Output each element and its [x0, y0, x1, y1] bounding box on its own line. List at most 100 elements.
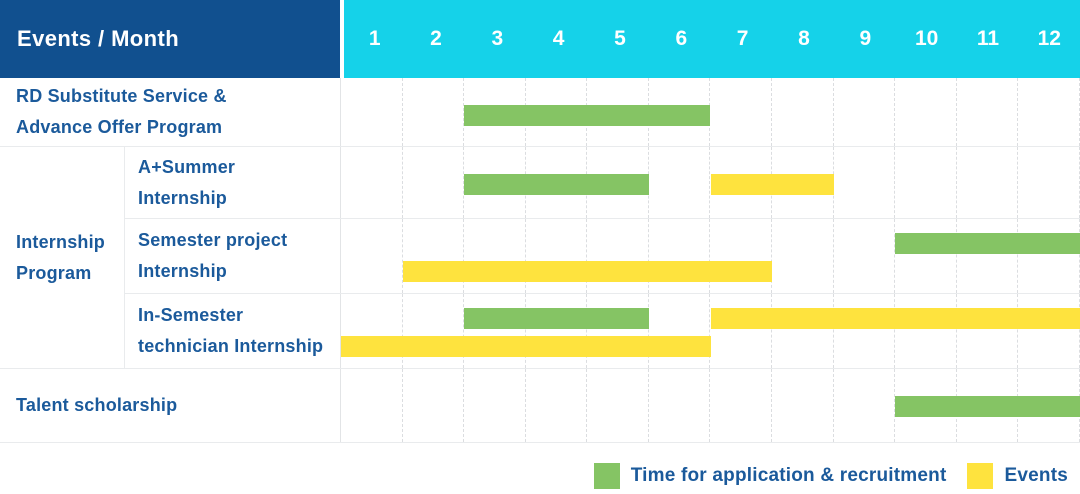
grid-cell [772, 78, 834, 146]
row-grid [340, 369, 1080, 442]
grid-cell [834, 219, 896, 293]
grid-cell [895, 78, 957, 146]
row-label: Talent scholarship [0, 369, 340, 442]
grid-cell [710, 219, 773, 293]
grid-cell [834, 294, 896, 368]
grid-cell [1018, 78, 1080, 146]
grid-cell [341, 369, 403, 442]
row-label-line: Internship [138, 261, 228, 281]
internship-program-group: Internship Program A+Summer Internship S… [0, 147, 1080, 369]
grid-cell [341, 78, 403, 146]
grid-cell [957, 147, 1019, 218]
row-label-line: Talent scholarship [16, 395, 178, 415]
table-row-rd-substitute: RD Substitute Service & Advance Offer Pr… [0, 78, 1080, 147]
row-label-line: A+Summer [138, 156, 236, 177]
legend-swatch-yellow [967, 463, 994, 489]
row-label-line: Advance Offer Program [16, 117, 223, 137]
month-header-cell: 12 [1037, 27, 1061, 50]
group-label-line: Program [16, 262, 92, 283]
grid-cell [341, 294, 403, 368]
row-label-line: technician Internship [138, 336, 324, 356]
grid-cell [772, 294, 834, 368]
grid-cell [587, 219, 649, 293]
row-grid [340, 294, 1080, 368]
table-row-talent-scholarship: Talent scholarship [0, 369, 1080, 443]
table-row-in-semester-technician: In-Semester technician Internship [124, 294, 1080, 368]
grid-cell [649, 294, 711, 368]
group-label: Internship Program [0, 147, 124, 368]
grid-cell [587, 369, 649, 442]
legend: Time for application & recruitment Event… [593, 463, 1068, 489]
legend-swatch-green [593, 463, 620, 489]
grid-cell [834, 78, 896, 146]
gantt-bar-green [895, 233, 1080, 254]
row-label-line: RD Substitute Service & [16, 86, 227, 106]
gantt-bar-green [464, 174, 649, 195]
month-header-cell: 7 [736, 27, 749, 50]
month-header-cell: 5 [614, 27, 626, 50]
grid-cell [1018, 147, 1080, 218]
gantt-bar-yellow [710, 308, 1080, 329]
row-label: In-Semester technician Internship [125, 294, 340, 368]
grid-cell [526, 294, 588, 368]
grid-cell [710, 369, 773, 442]
grid-cell [895, 294, 957, 368]
table-header-row: Events / Month 1 2 3 4 5 6 7 8 9 10 11 12 [0, 0, 1080, 78]
grid-cell [1018, 294, 1080, 368]
row-label: RD Substitute Service & Advance Offer Pr… [0, 78, 340, 146]
grid-cell [587, 294, 649, 368]
row-grid [340, 147, 1080, 218]
grid-cell [526, 219, 588, 293]
grid-cell [464, 294, 526, 368]
grid-cell [710, 78, 773, 146]
gantt-bar-yellow [402, 261, 773, 282]
month-header-cell: 2 [430, 27, 442, 50]
gantt-bar-yellow [710, 174, 834, 195]
gantt-bar-green [464, 308, 649, 329]
grid-cell [772, 369, 834, 442]
header-events-month-cell: Events / Month [0, 0, 340, 78]
gantt-bar-green [895, 396, 1080, 417]
month-header-cell: 10 [914, 27, 939, 50]
group-rows: A+Summer Internship Semester project Int… [124, 147, 1080, 368]
header-title: Events / Month [17, 26, 180, 51]
grid-cell [341, 219, 403, 293]
month-header-cell: 1 [368, 27, 381, 50]
row-label: A+Summer Internship [125, 147, 340, 218]
grid-cell [403, 294, 465, 368]
grid-cell [957, 78, 1019, 146]
grid-cell [957, 294, 1019, 368]
legend-label-application-recruitment: Time for application & recruitment [630, 465, 947, 486]
grid-cell [403, 78, 465, 146]
month-header-cell: 3 [491, 27, 504, 50]
grid-cell [649, 147, 711, 218]
row-label-line: Semester project [138, 230, 288, 250]
grid-cell [464, 219, 526, 293]
month-header-cell: 8 [798, 27, 810, 50]
group-label-line: Internship [16, 231, 106, 252]
grid-cell [895, 147, 957, 218]
month-header-cell: 9 [859, 27, 872, 50]
row-grid [340, 78, 1080, 146]
grid-cell [834, 369, 896, 442]
grid-cell [957, 219, 1019, 293]
grid-cell [649, 219, 711, 293]
grid-cell [403, 147, 465, 218]
gantt-bar-yellow [341, 336, 711, 357]
grid-cell [403, 369, 465, 442]
grid-cell [341, 147, 403, 218]
grid-cell [403, 219, 465, 293]
table-row-semester-project: Semester project Internship [124, 219, 1080, 294]
grid-cell [526, 369, 588, 442]
row-label-line: Internship [138, 187, 228, 208]
row-grid [340, 219, 1080, 293]
month-header-cell: 4 [552, 27, 565, 50]
grid-cell [710, 294, 773, 368]
month-header-row: 1 2 3 4 5 6 7 8 9 10 11 12 [344, 0, 1080, 78]
table-row-a-summer: A+Summer Internship [124, 147, 1080, 219]
legend-label-events: Events [1004, 465, 1068, 486]
gantt-bar-green [464, 105, 711, 126]
month-header-cell: 6 [675, 27, 688, 50]
grid-cell [649, 369, 711, 442]
